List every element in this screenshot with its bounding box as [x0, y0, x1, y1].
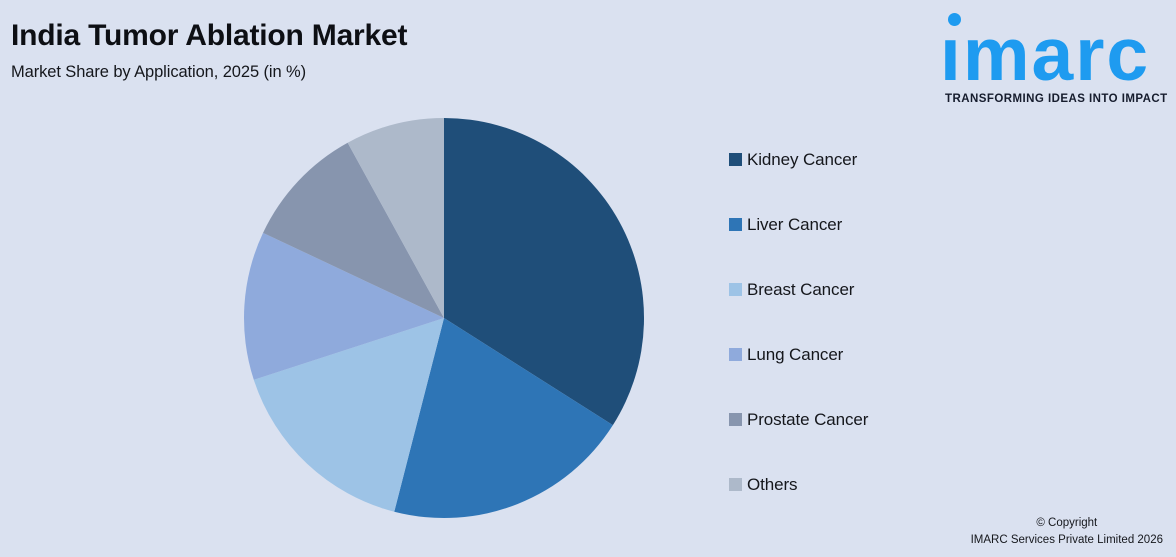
legend-swatch-icon	[729, 218, 742, 231]
legend-label: Prostate Cancer	[747, 409, 869, 429]
pie-chart	[243, 118, 645, 519]
legend-label: Liver Cancer	[747, 214, 843, 234]
pie-slice-kidney-cancer	[444, 118, 645, 426]
legend-label: Breast Cancer	[747, 279, 855, 299]
pie-slice-prostate-cancer	[263, 142, 444, 318]
imarc-logo: imarc TRANSFORMING IDEAS INTO IMPACT	[938, 0, 1176, 112]
logo-tagline: TRANSFORMING IDEAS INTO IMPACT	[945, 93, 1168, 105]
legend-swatch-icon	[729, 283, 742, 296]
legend-item-lung-cancer: Lung Cancer	[729, 344, 868, 365]
logo-wordmark-clip: imarc	[940, 38, 1176, 92]
legend-label: Others	[747, 474, 798, 494]
legend-item-kidney-cancer: Kidney Cancer	[729, 149, 868, 170]
legend-item-prostate-cancer: Prostate Cancer	[729, 409, 868, 430]
copyright-line2: IMARC Services Private Limited 2026	[970, 534, 1163, 546]
copyright-line1: © Copyright	[1036, 517, 1098, 529]
header: India Tumor Ablation Market Market Share…	[11, 18, 407, 82]
legend-label: Kidney Cancer	[747, 149, 858, 169]
legend-swatch-icon	[729, 153, 742, 166]
logo-wordmark: imarc	[940, 38, 1151, 92]
legend-label: Lung Cancer	[747, 344, 844, 364]
legend-item-breast-cancer: Breast Cancer	[729, 279, 868, 300]
pie-slice-lung-cancer	[243, 232, 444, 380]
legend-item-others: Others	[729, 474, 868, 495]
copyright-notice: © Copyright IMARC Services Private Limit…	[971, 515, 1163, 549]
legend-swatch-icon	[729, 348, 742, 361]
legend-item-liver-cancer: Liver Cancer	[729, 214, 868, 235]
pie-slice-liver-cancer	[394, 318, 613, 519]
page-title: India Tumor Ablation Market	[11, 19, 408, 52]
chart-legend: Kidney Cancer Liver Cancer Breast Cancer Lu…	[729, 149, 868, 539]
pie-slice-breast-cancer	[253, 318, 444, 512]
pie-slice-others	[347, 118, 444, 318]
legend-swatch-icon	[729, 478, 742, 491]
legend-swatch-icon	[729, 413, 742, 426]
page-subtitle: Market Share by Application, 2025 (in %)	[11, 63, 306, 81]
logo-dot-icon	[948, 13, 961, 26]
